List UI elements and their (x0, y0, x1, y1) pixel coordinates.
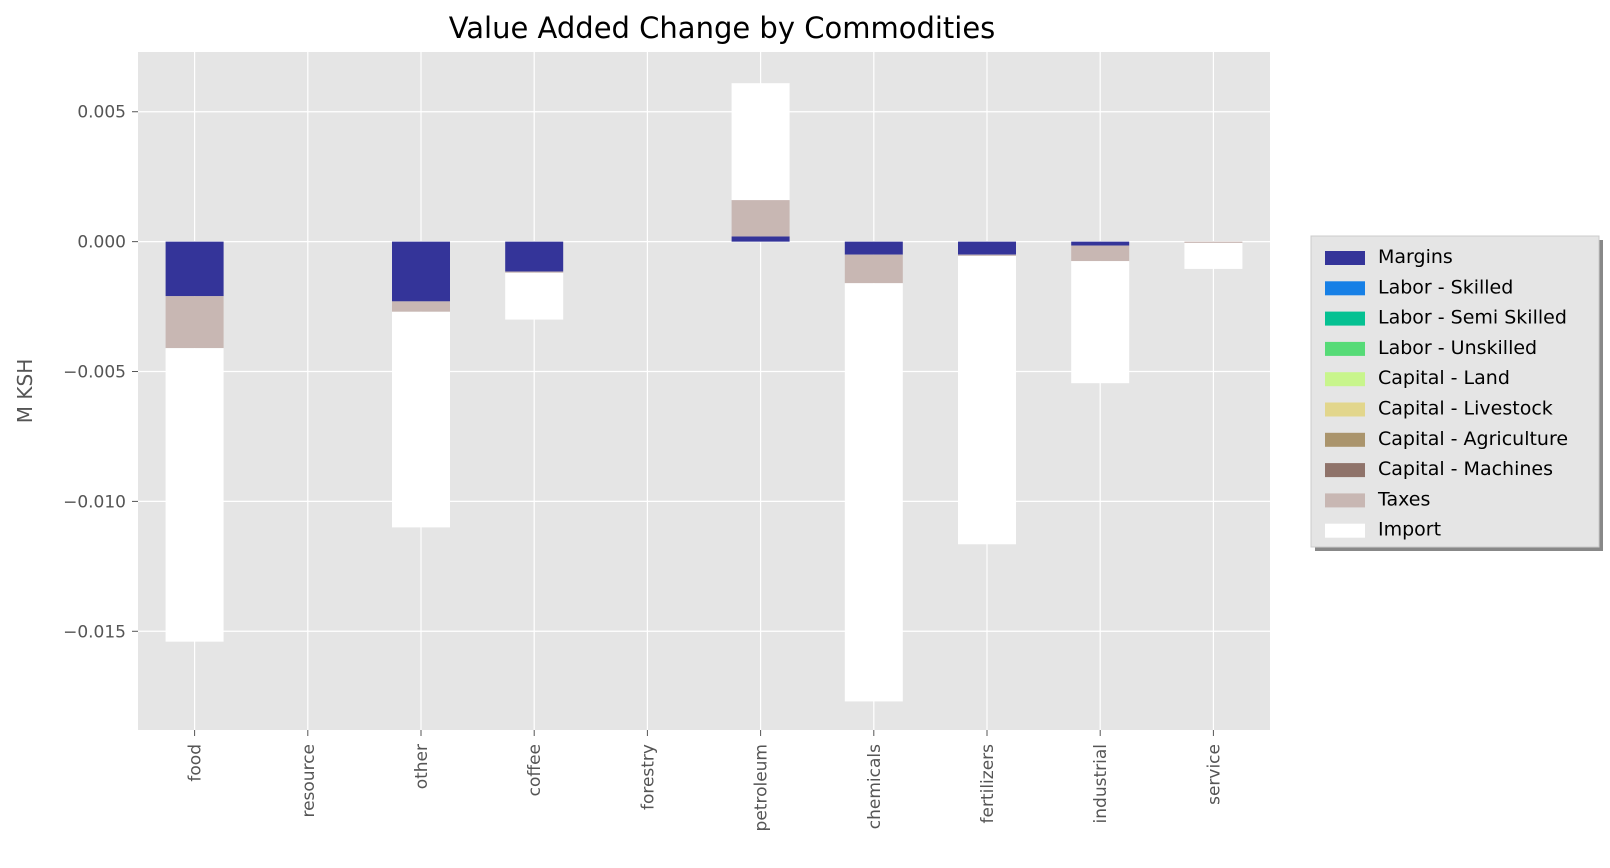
legend-swatch (1325, 463, 1365, 478)
chart-title: Value Added Change by Commodities (449, 11, 996, 45)
bar-fertilizers-taxes (958, 254, 1016, 256)
x-tick-label-fertilizers: fertilizers (978, 744, 998, 824)
legend-swatch (1325, 372, 1365, 387)
legend-swatch (1325, 251, 1365, 265)
bar-service-import (1184, 242, 1243, 269)
y-tick-label: −0.010 (63, 492, 126, 512)
bar-fertilizers-margins (958, 241, 1016, 255)
bar-industrial-margins (1071, 241, 1130, 246)
bar-other-taxes (392, 301, 450, 312)
x-tick-label-chemicals: chemicals (865, 744, 885, 829)
x-axis: food resource other coffee forestry petroleum… (186, 730, 1224, 831)
x-tick-label-industrial: industrial (1091, 744, 1111, 823)
bar-service-taxes (1184, 241, 1243, 243)
legend-label: Capital - Agriculture (1378, 428, 1568, 450)
bars (165, 83, 1243, 702)
legend-swatch (1325, 432, 1365, 447)
y-axis: 0.005 0.000 −0.005 −0.010 −0.015 (63, 103, 138, 642)
x-tick-label-service: service (1204, 744, 1224, 805)
legend-label: Capital - Livestock (1378, 398, 1553, 420)
legend-swatch (1325, 281, 1365, 296)
legend: Margins Labor - Skilled Labor - Semi Skill… (1310, 235, 1603, 551)
legend-swatch (1325, 402, 1365, 417)
legend-label: Taxes (1377, 488, 1430, 510)
x-tick-label-coffee: coffee (525, 744, 545, 796)
bar-other-import (392, 311, 450, 528)
bar-coffee-import (505, 272, 564, 320)
legend-swatch (1325, 523, 1365, 538)
legend-swatch (1325, 311, 1365, 326)
bar-chemicals-taxes (844, 254, 903, 284)
bar-coffee-margins (505, 241, 564, 272)
legend-label: Capital - Land (1378, 367, 1510, 389)
bar-chemicals-margins (844, 241, 903, 255)
bar-food-margins (165, 241, 224, 297)
y-tick-label: −0.005 (63, 363, 126, 383)
bar-other-margins (392, 241, 450, 302)
legend-label: Import (1378, 519, 1441, 541)
bar-food-taxes (165, 296, 224, 349)
bar-petroleum-taxes (731, 200, 790, 237)
bar-industrial-import (1071, 261, 1130, 384)
bar-food-import (165, 348, 224, 642)
legend-label: Capital - Machines (1378, 458, 1553, 480)
y-tick-label: −0.015 (63, 622, 126, 642)
y-tick-label: 0.005 (77, 103, 126, 123)
bar-coffee-taxes (505, 271, 564, 273)
bar-industrial-taxes (1071, 245, 1130, 262)
plot-background (138, 52, 1270, 730)
grid (138, 52, 1270, 730)
legend-label: Labor - Semi Skilled (1378, 307, 1567, 329)
legend-swatch (1325, 341, 1365, 356)
bar-petroleum-import (731, 83, 790, 201)
bar-fertilizers-import (958, 255, 1016, 545)
legend-swatch (1325, 493, 1365, 508)
x-tick-label-other: other (412, 744, 432, 789)
x-tick-label-resource: resource (299, 744, 319, 818)
bar-petroleum-margins (731, 236, 790, 242)
bar-chemicals-import (844, 283, 903, 702)
x-tick-label-forestry: forestry (638, 744, 658, 810)
y-tick-label: 0.000 (77, 233, 126, 253)
y-axis-label: M KSH (13, 359, 37, 423)
x-tick-label-food: food (186, 744, 206, 782)
x-tick-label-petroleum: petroleum (752, 744, 772, 831)
legend-label: Margins (1378, 246, 1453, 268)
legend-label: Labor - Skilled (1378, 276, 1513, 298)
legend-label: Labor - Unskilled (1378, 337, 1537, 359)
